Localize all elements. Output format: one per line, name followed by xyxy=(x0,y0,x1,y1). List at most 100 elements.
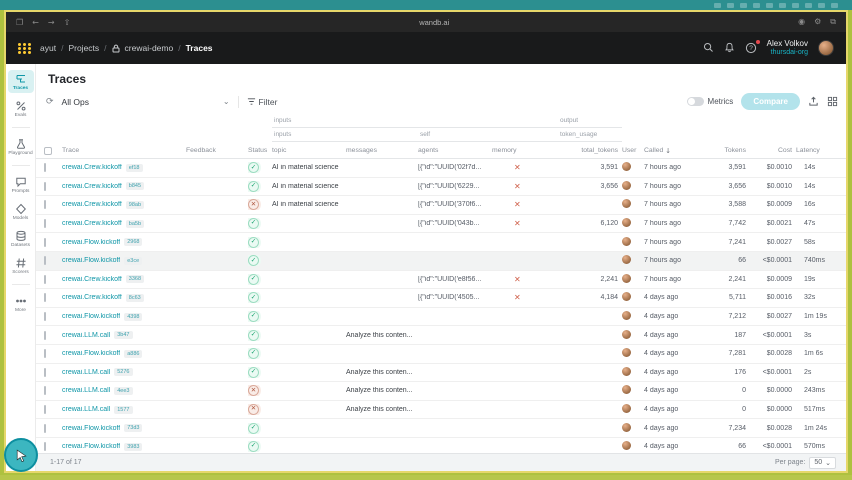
search-icon[interactable] xyxy=(703,42,714,53)
column-header-messages[interactable]: messages xyxy=(346,147,377,154)
sidebar-item-playground[interactable]: Playground xyxy=(8,135,34,158)
breadcrumb-item-projects[interactable]: Projects xyxy=(68,43,100,53)
trace-link[interactable]: crewai.Crew.kickoff xyxy=(62,201,122,209)
column-header-feedback[interactable]: Feedback xyxy=(186,147,216,154)
trace-link[interactable]: crewai.Crew.kickoff xyxy=(62,275,122,283)
select-all-checkbox[interactable] xyxy=(44,146,52,155)
column-header-latency[interactable]: Latency xyxy=(796,147,820,154)
breadcrumb-item-crewai-demo[interactable]: crewai-demo xyxy=(124,43,174,53)
table-row[interactable]: crewai.Crew.kickoff 3368 ✓ [{"id":"UUID('e8… xyxy=(36,271,846,290)
row-checkbox[interactable] xyxy=(44,423,46,433)
table-row[interactable]: crewai.Crew.kickoff ba5b ✓ [{"id":"UUID('04… xyxy=(36,215,846,234)
row-checkbox[interactable] xyxy=(44,163,46,173)
trace-link[interactable]: crewai.LLM.call xyxy=(62,406,111,414)
column-header-cost[interactable]: Cost xyxy=(778,147,792,154)
avatar[interactable] xyxy=(818,39,834,56)
trace-link[interactable]: crewai.Crew.kickoff xyxy=(62,220,122,228)
back-icon[interactable]: ← xyxy=(32,17,39,27)
table-row[interactable]: crewai.Flow.kickoff 3983 ✓ 4 days ago 66 <$0.… xyxy=(36,438,846,453)
columns-icon[interactable] xyxy=(827,96,838,107)
trace-link[interactable]: crewai.Crew.kickoff xyxy=(62,294,122,302)
breadcrumb-item-ayut[interactable]: ayut xyxy=(40,43,57,53)
agents-cell: [{"id":"UUID('4505... xyxy=(418,294,480,302)
sidebar-item-prompts[interactable]: Prompts xyxy=(8,173,34,196)
table-row[interactable]: crewai.Crew.kickoff 98ab ✕ AI in material s… xyxy=(36,196,846,215)
table-row[interactable]: crewai.Flow.kickoff 4398 ✓ 4 days ago 7,212 $… xyxy=(36,308,846,327)
forward-icon[interactable]: → xyxy=(47,17,55,27)
trace-link[interactable]: crewai.LLM.call xyxy=(62,331,111,339)
row-checkbox[interactable] xyxy=(44,312,46,322)
filter-button[interactable]: Filter xyxy=(247,97,277,107)
row-checkbox[interactable] xyxy=(44,349,46,359)
trace-link[interactable]: crewai.Flow.kickoff xyxy=(62,350,121,358)
row-checkbox[interactable] xyxy=(44,330,46,340)
column-header-user[interactable]: User xyxy=(622,147,637,154)
compare-button[interactable]: Compare xyxy=(741,93,800,110)
column-header-called[interactable]: Called ↓ xyxy=(644,146,671,155)
user-block[interactable]: Alex Volkov thursdai-org xyxy=(767,39,808,56)
help-icon[interactable]: ? xyxy=(745,39,760,54)
wandb-logo-icon[interactable] xyxy=(18,42,32,54)
trace-link[interactable]: crewai.Flow.kickoff xyxy=(62,257,121,265)
table-row[interactable]: crewai.Flow.kickoff 2968 ✓ 7 hours ago 7,241… xyxy=(36,233,846,252)
user-cell xyxy=(622,385,644,396)
notifications-bell-icon[interactable] xyxy=(724,42,735,53)
trace-link[interactable]: crewai.Flow.kickoff xyxy=(62,313,121,321)
column-header-total_tokens[interactable]: total_tokens xyxy=(581,147,618,154)
sidebar-item-evals[interactable]: Evals xyxy=(8,97,34,120)
sidebar-item-datasets[interactable]: Datasets xyxy=(8,227,34,250)
metrics-toggle[interactable] xyxy=(686,97,704,106)
trace-link[interactable]: crewai.Flow.kickoff xyxy=(62,424,121,432)
tab-overview-icon[interactable]: ❐ xyxy=(16,17,24,27)
table-row[interactable]: crewai.Flow.kickoff e3ce ✓ 7 hours ago 66 <$0… xyxy=(36,251,846,271)
row-checkbox[interactable] xyxy=(44,386,46,396)
row-checkbox[interactable] xyxy=(44,367,46,377)
column-header-status[interactable]: Status xyxy=(248,147,268,154)
export-icon[interactable] xyxy=(808,96,819,107)
table-row[interactable]: crewai.Crew.kickoff ef18 ✓ AI in material s… xyxy=(36,159,846,178)
table-row[interactable]: crewai.LLM.call 1577 ✕ Analyze this conten.… xyxy=(36,401,846,420)
sidebar-item-more[interactable]: More xyxy=(8,292,34,315)
copy-icon[interactable]: ⧉ xyxy=(830,17,836,26)
column-header-topic[interactable]: topic xyxy=(272,147,287,154)
sidebar-item-models[interactable]: Models xyxy=(8,200,34,223)
row-checkbox[interactable] xyxy=(44,181,46,191)
extension-icon[interactable]: ◉ xyxy=(798,17,806,26)
trace-link[interactable]: crewai.Flow.kickoff xyxy=(62,238,121,246)
table-row[interactable]: crewai.LLM.call 3b47 ✓ Analyze this conten.… xyxy=(36,326,846,345)
column-header-trace[interactable]: Trace xyxy=(62,147,80,154)
trace-link[interactable]: crewai.LLM.call xyxy=(62,368,111,376)
per-page-select[interactable]: 50 ⌄ xyxy=(809,456,836,469)
trace-link[interactable]: crewai.LLM.call xyxy=(62,387,111,395)
row-checkbox[interactable] xyxy=(44,219,46,229)
refresh-icon[interactable]: ⟳ xyxy=(46,96,54,107)
table-row[interactable]: crewai.Crew.kickoff b845 ✓ AI in material s… xyxy=(36,178,846,197)
sidebar-item-scorers[interactable]: Scorers xyxy=(8,254,34,277)
row-checkbox[interactable] xyxy=(44,256,46,266)
row-checkbox[interactable] xyxy=(44,405,46,415)
trace-link[interactable]: crewai.Crew.kickoff xyxy=(62,182,122,190)
table-row[interactable]: crewai.Flow.kickoff a886 ✓ 4 days ago 7,281 $… xyxy=(36,345,846,364)
sidebar-item-traces[interactable]: Traces xyxy=(7,70,34,93)
trace-cell: crewai.LLM.call 4ee3 xyxy=(62,386,186,395)
row-checkbox[interactable] xyxy=(44,293,46,303)
share-icon[interactable]: ⇧ xyxy=(63,17,71,27)
column-header-agents[interactable]: agents xyxy=(418,147,439,154)
ops-filter-select[interactable]: All Ops ⌄ xyxy=(62,97,230,107)
trace-link[interactable]: crewai.Crew.kickoff xyxy=(62,164,122,172)
table-row[interactable]: crewai.LLM.call 4ee3 ✕ Analyze this conten.… xyxy=(36,382,846,401)
row-checkbox[interactable] xyxy=(44,442,46,452)
breadcrumb-item-traces[interactable]: Traces xyxy=(185,43,213,53)
column-header-memory[interactable]: memory xyxy=(492,147,517,154)
address-bar[interactable]: wandb.ai xyxy=(419,17,450,27)
settings-icon[interactable]: ⚙ xyxy=(814,17,822,26)
row-checkbox[interactable] xyxy=(44,237,46,247)
row-checkbox[interactable] xyxy=(44,200,46,210)
table-row[interactable]: crewai.LLM.call 5276 ✓ Analyze this conten.… xyxy=(36,364,846,383)
trace-link[interactable]: crewai.Flow.kickoff xyxy=(62,443,121,451)
row-checkbox[interactable] xyxy=(44,274,46,284)
table-row[interactable]: crewai.Crew.kickoff 8c63 ✓ [{"id":"UUID('45… xyxy=(36,289,846,308)
table-row[interactable]: crewai.Flow.kickoff 73d3 ✓ 4 days ago 7,234 $… xyxy=(36,419,846,438)
column-header-tokens[interactable]: Tokens xyxy=(724,147,746,154)
trace-cell: crewai.Crew.kickoff ef18 xyxy=(62,163,186,172)
